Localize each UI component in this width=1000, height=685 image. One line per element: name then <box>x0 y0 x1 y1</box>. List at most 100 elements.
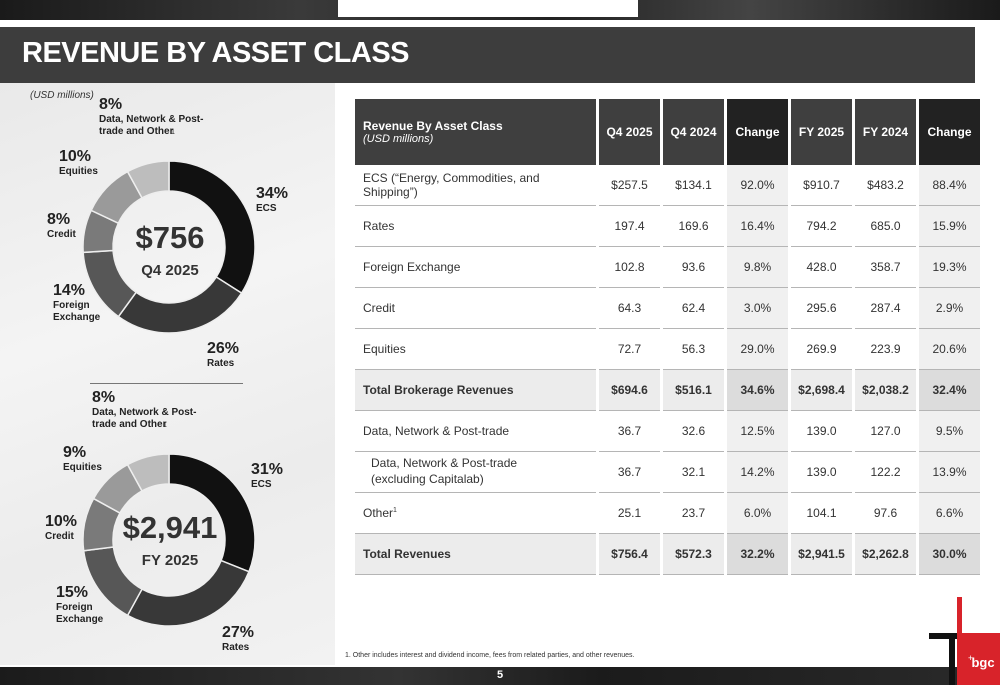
table-row: Data, Network & Post-trade (excluding Ca… <box>355 452 980 493</box>
table-cell: 29.0% <box>727 329 788 370</box>
svg-text:+: + <box>968 653 973 663</box>
table-cell: 139.0 <box>791 452 852 493</box>
row-label: Foreign Exchange <box>355 247 596 288</box>
top-decorative-strip <box>0 0 1000 20</box>
table-cell: 9.5% <box>919 411 980 452</box>
table-cell: 122.2 <box>855 452 916 493</box>
table-cell: 92.0% <box>727 165 788 206</box>
donut-center-value-fy: $2,941 <box>122 510 218 545</box>
row-label: Rates <box>355 206 596 247</box>
page-number: 5 <box>496 669 504 681</box>
table-row: Credit 64.3 62.4 3.0% 295.6 287.4 2.9% <box>355 288 980 329</box>
table-cell: 685.0 <box>855 206 916 247</box>
row-label: Total Revenues <box>355 534 596 575</box>
table-cell: 169.6 <box>663 206 724 247</box>
table-cell: 9.8% <box>727 247 788 288</box>
label-credit-fy: 10% Credit <box>45 513 78 543</box>
units-note: (USD millions) <box>30 90 94 101</box>
donut-slice-data-network-post-trade-and-other <box>126 160 170 199</box>
table-cell: 197.4 <box>599 206 660 247</box>
table-cell: 3.0% <box>727 288 788 329</box>
col-header: Change <box>919 99 980 165</box>
table-cell: 102.8 <box>599 247 660 288</box>
table-cell: 19.3% <box>919 247 980 288</box>
table-header-row: Revenue By Asset Class (USD millions) Q4 … <box>355 99 980 165</box>
table-cell: $756.4 <box>599 534 660 575</box>
row-label: Equities <box>355 329 596 370</box>
donut-center-label-fy: FY 2025 <box>141 552 199 569</box>
donut-slice-rates <box>126 559 250 627</box>
row-label: Other1 <box>355 493 596 534</box>
bgc-logo: bgc + <box>929 597 1000 685</box>
table-row: Data, Network & Post-trade 36.7 32.6 12.5% 1… <box>355 411 980 452</box>
table-cell: $257.5 <box>599 165 660 206</box>
donut-center-value-q4: $756 <box>135 220 205 255</box>
col-header: FY 2024 <box>855 99 916 165</box>
table-cell: 32.2% <box>727 534 788 575</box>
table-cell: 6.0% <box>727 493 788 534</box>
table-cell: 12.5% <box>727 411 788 452</box>
table-cell: $483.2 <box>855 165 916 206</box>
table-cell: 223.9 <box>855 329 916 370</box>
title-bar: REVENUE BY ASSET CLASS <box>0 27 975 83</box>
table-row: Equities 72.7 56.3 29.0% 269.9 223.9 20.6% <box>355 329 980 370</box>
table-row: Other1 25.1 23.7 6.0% 104.1 97.6 6.6% <box>355 493 980 534</box>
table-cell: 30.0% <box>919 534 980 575</box>
label-fx-fy: 15% Foreign Exchange <box>56 584 104 625</box>
table-cell: 64.3 <box>599 288 660 329</box>
table-cell: $2,698.4 <box>791 370 852 411</box>
table-cell: 72.7 <box>599 329 660 370</box>
table-row: Total Revenues $756.4 $572.3 32.2% $2,941.5 $… <box>355 534 980 575</box>
table-cell: 2.9% <box>919 288 980 329</box>
donut-center-label-q4: Q4 2025 <box>141 262 199 279</box>
label-data-network-q4: 8% Data, Network & Post- trade and Other 1 <box>99 96 204 137</box>
table-cell: $2,941.5 <box>791 534 852 575</box>
table-cell: 23.7 <box>663 493 724 534</box>
table-cell: 6.6% <box>919 493 980 534</box>
table-cell: 88.4% <box>919 165 980 206</box>
table-cell: $134.1 <box>663 165 724 206</box>
table-header-title: Revenue By Asset Class (USD millions) <box>355 99 596 165</box>
label-rates-q4: 26% Rates <box>207 340 240 370</box>
table-cell: $516.1 <box>663 370 724 411</box>
table-cell: 139.0 <box>791 411 852 452</box>
donut-chart-q4-2025 <box>82 160 256 334</box>
table-cell: 97.6 <box>855 493 916 534</box>
col-header: Q4 2024 <box>663 99 724 165</box>
row-label: Credit <box>355 288 596 329</box>
table-cell: 16.4% <box>727 206 788 247</box>
donut-chart-fy-2025 <box>82 453 256 627</box>
table-cell: 20.6% <box>919 329 980 370</box>
table-cell: 32.4% <box>919 370 980 411</box>
table-row: Foreign Exchange 102.8 93.6 9.8% 428.0 358.7 1… <box>355 247 980 288</box>
label-equities-fy: 9% Equities <box>63 444 102 474</box>
row-label: Data, Network & Post-trade (excluding Ca… <box>355 452 596 493</box>
table-cell: $2,038.2 <box>855 370 916 411</box>
bottom-bar <box>0 667 1000 685</box>
svg-text:bgc: bgc <box>971 655 994 670</box>
page-title: REVENUE BY ASSET CLASS <box>22 37 410 69</box>
table-cell: $694.6 <box>599 370 660 411</box>
label-ecs-q4: 34% ECS <box>256 185 289 215</box>
table-cell: 56.3 <box>663 329 724 370</box>
label-rates-fy: 27% Rates <box>222 624 255 654</box>
table-cell: 13.9% <box>919 452 980 493</box>
footnote: 1. Other includes interest and dividend … <box>345 652 635 659</box>
label-credit-q4: 8% Credit <box>47 211 76 241</box>
revenue-table: Revenue By Asset Class (USD millions) Q4 … <box>352 99 983 575</box>
table-cell: 32.6 <box>663 411 724 452</box>
table-cell: 25.1 <box>599 493 660 534</box>
table-cell: 794.2 <box>791 206 852 247</box>
table-cell: 15.9% <box>919 206 980 247</box>
table-cell: 269.9 <box>791 329 852 370</box>
table-cell: 295.6 <box>791 288 852 329</box>
table-cell: $2,262.8 <box>855 534 916 575</box>
table-cell: 34.6% <box>727 370 788 411</box>
table-cell: 93.6 <box>663 247 724 288</box>
table-row: Total Brokerage Revenues $694.6 $516.1 34.6… <box>355 370 980 411</box>
table-cell: 36.7 <box>599 452 660 493</box>
table-cell: 14.2% <box>727 452 788 493</box>
table-cell: 104.1 <box>791 493 852 534</box>
table-cell: 428.0 <box>791 247 852 288</box>
donut-slice-rates <box>117 275 243 334</box>
